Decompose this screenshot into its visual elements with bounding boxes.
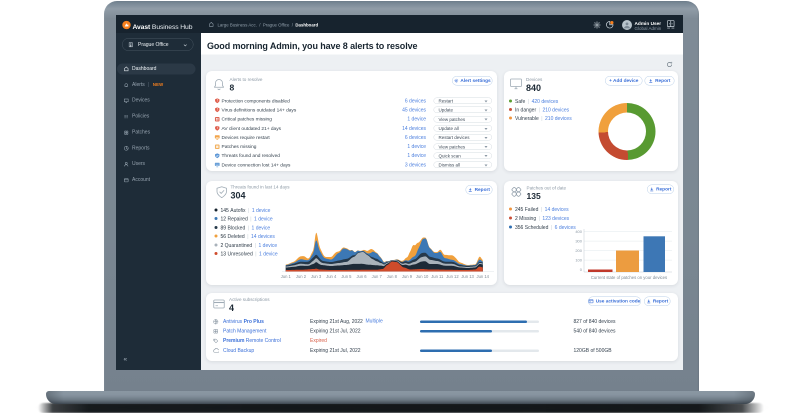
svg-text:100: 100 [575,258,582,263]
svg-text:!: ! [217,108,218,112]
svg-text:200: 200 [575,248,582,253]
svg-text:!: ! [217,126,218,130]
svg-text:!: ! [217,99,218,103]
svg-text:400: 400 [575,229,582,234]
svg-text:0: 0 [580,267,583,272]
svg-text:Current state of patches on yo: Current state of patches on your devices [591,275,667,280]
svg-text:300: 300 [575,239,582,244]
